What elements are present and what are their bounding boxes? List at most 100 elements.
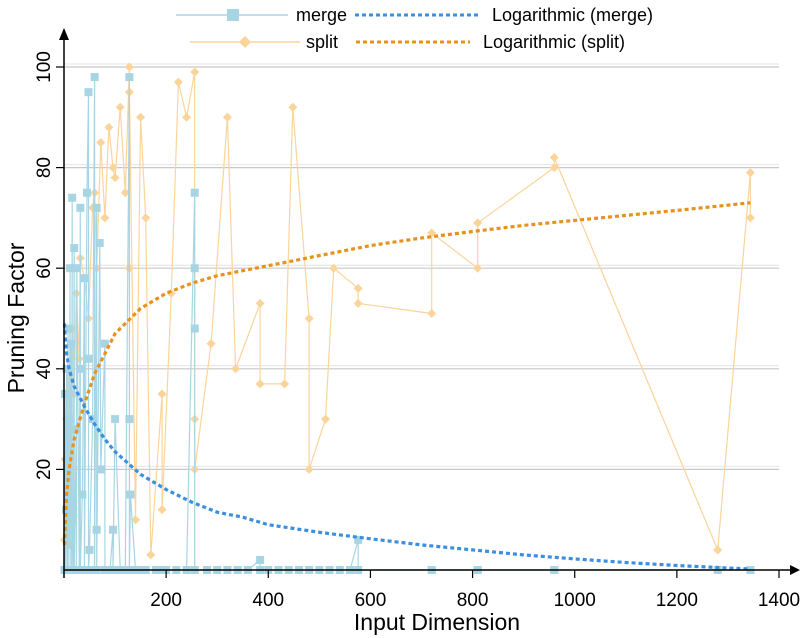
point-merge-43 [100, 339, 109, 348]
legend-label-log-split: Logarithmic (split) [483, 32, 625, 52]
point-merge-10 [65, 540, 74, 549]
point-merge-32 [84, 354, 93, 363]
point-merge-34 [85, 545, 94, 554]
point-merge-25 [76, 364, 85, 373]
point-split-43 [280, 379, 290, 389]
point-split-38 [206, 339, 216, 349]
point-split-27 [141, 213, 151, 223]
y-axis-title: Pruning Factor [3, 242, 29, 393]
legend-label-merge: merge [296, 5, 347, 25]
series-split [60, 62, 755, 560]
point-merge-1 [61, 389, 70, 398]
point-split-58 [745, 168, 755, 178]
point-split-56 [549, 153, 559, 163]
point-split-50 [353, 298, 363, 308]
point-split-28 [146, 550, 156, 560]
point-merge-11 [66, 264, 75, 273]
x-axis-arrow [790, 565, 800, 575]
point-merge-16 [68, 515, 77, 524]
point-merge-51 [125, 73, 134, 82]
ticks: 200 400 600 800 1000 1200 1400 20 40 60 80 100 [34, 51, 800, 611]
series-line-merge [63, 77, 751, 571]
point-split-53 [473, 263, 483, 273]
point-merge-41 [95, 239, 104, 248]
point-split-57 [713, 545, 723, 555]
point-split-33 [182, 112, 192, 122]
point-split-45 [304, 314, 314, 323]
point-merge-65 [190, 324, 199, 333]
point-split-17 [104, 122, 114, 132]
x-tick-label-200: 200 [150, 590, 182, 611]
y-tick-label-20: 20 [34, 459, 55, 480]
point-split-51 [427, 308, 437, 318]
x-tick-label-1200: 1200 [656, 590, 698, 611]
series-merge [60, 73, 755, 574]
point-split-59 [745, 213, 755, 223]
point-merge-20 [72, 425, 81, 434]
point-merge-31 [84, 88, 93, 97]
x-axis-title: Input Dimension [354, 609, 520, 635]
point-split-22 [124, 62, 134, 72]
gridlines [64, 63, 779, 470]
point-split-25 [131, 515, 140, 525]
series-layer [60, 62, 755, 574]
x-tick-label-800: 800 [457, 590, 489, 611]
point-split-39 [222, 112, 232, 122]
point-split-21 [120, 188, 130, 198]
point-split-40 [231, 364, 241, 374]
series-line-split [63, 66, 752, 555]
series-logarithmic-merge [62, 323, 751, 571]
point-split-16 [100, 213, 110, 223]
point-merge-6 [63, 465, 72, 474]
series-logarithmic-split [62, 201, 751, 545]
point-merge-7 [64, 324, 73, 333]
point-merge-28 [80, 274, 89, 283]
point-split-26 [136, 112, 146, 122]
point-merge-72 [256, 555, 265, 564]
y-tick-label-40: 40 [34, 358, 55, 379]
point-split-20 [115, 102, 125, 112]
point-merge-63 [190, 188, 199, 197]
point-split-47 [320, 414, 330, 424]
point-split-30 [157, 505, 167, 515]
axes [59, 28, 800, 578]
point-split-18 [108, 163, 118, 173]
point-merge-22 [72, 264, 81, 273]
trendline-logarithmic-merge [62, 323, 751, 571]
x-tick-label-400: 400 [252, 590, 284, 611]
x-tick-label-600: 600 [355, 590, 387, 611]
trendline-logarithmic-split [62, 201, 751, 545]
legend-marker-merge [227, 9, 239, 21]
point-split-48 [329, 263, 339, 273]
point-split-44 [288, 102, 298, 112]
y-tick-label-100: 100 [34, 51, 55, 83]
y-axis-arrow [59, 28, 69, 40]
y-tick-label-80: 80 [34, 157, 55, 178]
point-merge-9 [65, 415, 74, 424]
point-split-46 [304, 464, 314, 474]
point-merge-13 [67, 339, 76, 348]
point-split-19 [110, 173, 120, 183]
point-merge-52 [125, 415, 134, 424]
point-split-34 [190, 67, 200, 77]
point-split-49 [353, 283, 363, 293]
point-merge-4 [62, 364, 71, 373]
point-split-42 [255, 379, 265, 389]
y-tick-label-60: 60 [34, 258, 55, 279]
point-merge-24 [76, 203, 85, 212]
x-tick-label-1000: 1000 [554, 590, 596, 611]
legend-label-split: split [306, 32, 338, 52]
point-merge-18 [70, 244, 79, 253]
point-split-32 [173, 77, 183, 87]
legend-marker-split [239, 36, 251, 48]
point-merge-64 [190, 264, 199, 273]
point-merge-27 [78, 490, 87, 499]
point-merge-42 [96, 465, 105, 474]
point-merge-30 [82, 188, 91, 197]
x-tick-label-1400: 1400 [758, 590, 800, 611]
point-merge-54 [126, 490, 135, 499]
point-merge-46 [109, 525, 118, 534]
point-split-55 [549, 163, 559, 173]
point-split-29 [157, 389, 167, 399]
